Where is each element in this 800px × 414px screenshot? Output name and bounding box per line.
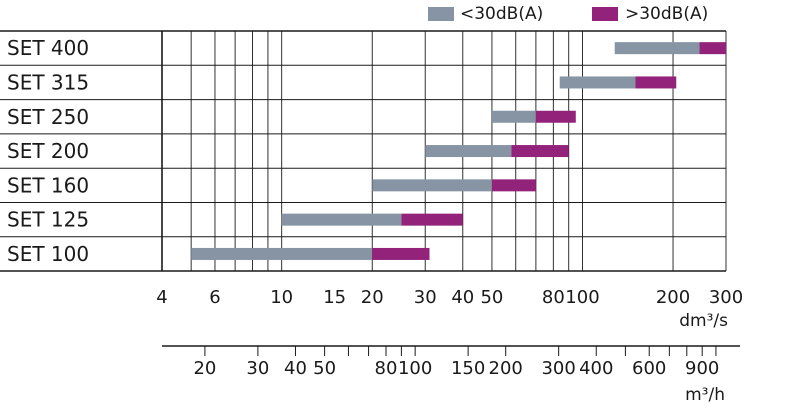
category-label-3: SET 250	[7, 105, 89, 129]
secondary-tick-label-300: 300	[541, 358, 575, 379]
bar-below-30-1	[614, 42, 700, 55]
secondary-tick-label-150: 150	[451, 358, 485, 379]
primary-axis-tick-labels: 4 6 10 15 20 30 40 50 80 100 200 300	[156, 287, 743, 308]
primary-tick-label-30: 30	[414, 287, 437, 308]
bar-above-30-5	[491, 179, 536, 192]
bar-above-30-1	[699, 42, 726, 55]
bar-below-30-4	[425, 145, 512, 158]
secondary-tick-label-20: 20	[193, 358, 216, 379]
secondary-tick-label-400: 400	[579, 358, 613, 379]
secondary-tick-label-40: 40	[284, 358, 307, 379]
bar-below-30-6	[281, 213, 402, 226]
secondary-tick-label-600: 600	[632, 358, 666, 379]
primary-tick-label-4: 4	[156, 287, 167, 308]
category-label-6: SET 125	[7, 208, 89, 232]
legend-label-below-30: <30dB(A)	[460, 4, 543, 24]
category-labels: SET 400 SET 315 SET 250 SET 200 SET 160 SET 1…	[7, 36, 89, 266]
primary-tick-label-40: 40	[451, 287, 474, 308]
row-dividers	[0, 64, 726, 238]
primary-tick-label-15: 15	[323, 287, 346, 308]
category-label-5: SET 160	[7, 173, 89, 197]
legend-swatch-above-30	[592, 7, 618, 21]
bar-above-30-3	[535, 110, 576, 123]
secondary-tick-label-80: 80	[375, 358, 398, 379]
primary-tick-label-100: 100	[565, 287, 599, 308]
bar-above-30-2	[635, 76, 677, 89]
primary-tick-label-6: 6	[209, 287, 220, 308]
bar-below-30-7	[191, 247, 373, 260]
legend: <30dB(A) >30dB(A)	[428, 4, 708, 24]
primary-tick-label-10: 10	[270, 287, 293, 308]
category-label-4: SET 200	[7, 139, 89, 163]
bar-above-30-6	[401, 213, 463, 226]
secondary-axis-ticks: 20 30 40 50 80 100 150 200 300 400 600 900	[193, 346, 719, 379]
bar-below-30-3	[491, 110, 536, 123]
primary-tick-label-50: 50	[480, 287, 503, 308]
primary-tick-label-80: 80	[542, 287, 565, 308]
bars	[191, 42, 726, 260]
primary-tick-label-300: 300	[709, 287, 743, 308]
bar-above-30-7	[372, 247, 430, 260]
bar-above-30-4	[511, 145, 569, 158]
legend-swatch-below-30	[428, 7, 454, 21]
bar-below-30-5	[372, 179, 492, 192]
legend-label-above-30: >30dB(A)	[625, 4, 708, 24]
secondary-tick-label-900: 900	[685, 358, 719, 379]
primary-tick-label-200: 200	[656, 287, 690, 308]
category-label-1: SET 400	[7, 36, 89, 60]
primary-tick-label-20: 20	[361, 287, 384, 308]
primary-axis-unit: dm³/s	[679, 311, 728, 331]
category-label-7: SET 100	[7, 242, 89, 266]
secondary-tick-label-100: 100	[398, 358, 432, 379]
category-label-2: SET 315	[7, 70, 89, 94]
secondary-tick-label-200: 200	[489, 358, 523, 379]
secondary-axis-unit: m³/h	[685, 385, 725, 405]
bar-below-30-2	[559, 76, 636, 89]
secondary-tick-label-50: 50	[313, 358, 336, 379]
secondary-tick-label-30: 30	[246, 358, 269, 379]
